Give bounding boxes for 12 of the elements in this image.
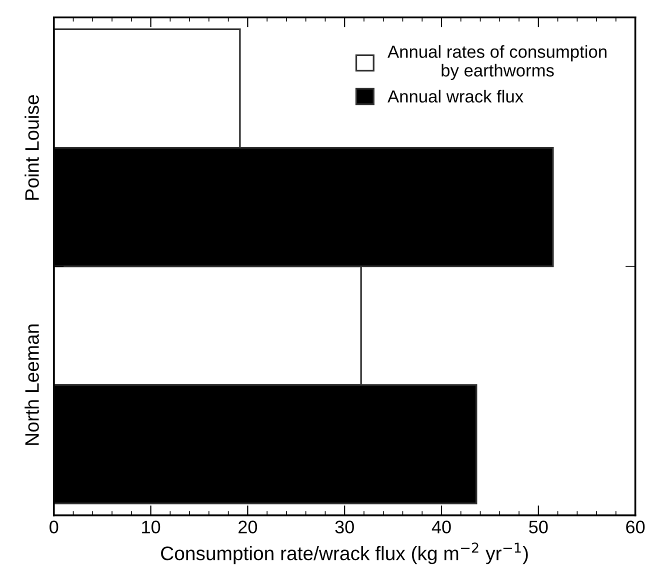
x-tick-label: 40 bbox=[432, 520, 451, 534]
y-tick-label: North Leeman bbox=[24, 324, 39, 445]
x-axis-title: Consumption rate/wrack flux (kg m$^{−2}$ yr$^{−1}$) bbox=[161, 542, 528, 564]
legend-label: Annual rates of consumption by earthworms bbox=[388, 45, 606, 80]
x-tick-label: 0 bbox=[50, 520, 58, 534]
x-tick-label: 30 bbox=[335, 520, 354, 534]
x-tick-label: 20 bbox=[238, 520, 258, 534]
x-tick-label: 60 bbox=[626, 520, 645, 534]
x-tick-label: 50 bbox=[529, 520, 548, 534]
x-tick-label: 10 bbox=[142, 520, 160, 534]
legend-label: Annual wrack flux bbox=[388, 90, 524, 103]
y-tick-label: Point Louise bbox=[24, 95, 39, 200]
